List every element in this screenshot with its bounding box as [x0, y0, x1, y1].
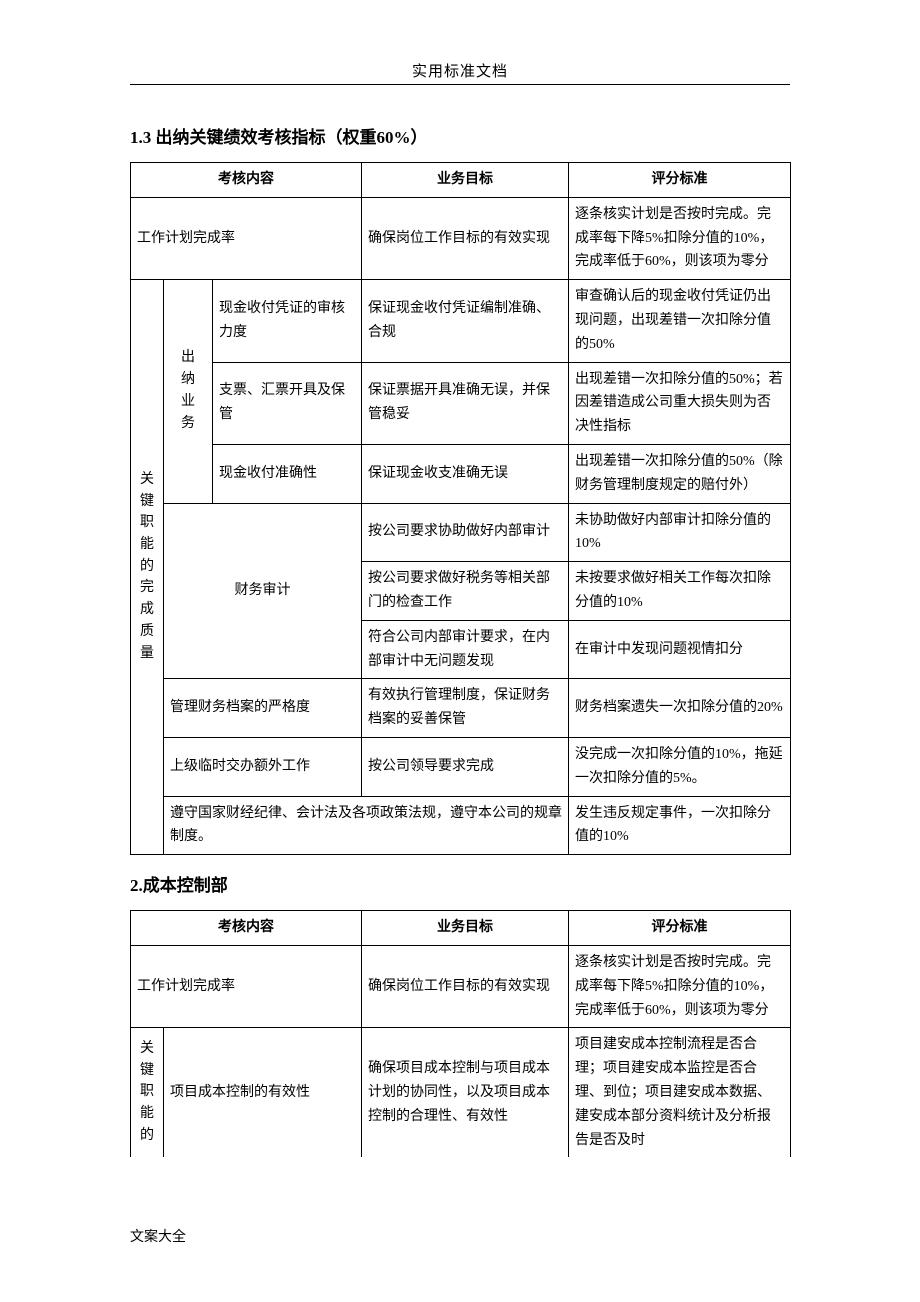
cell-content: 现金收付凭证的审核力度	[213, 280, 362, 362]
kpi-table-2: 考核内容 业务目标 评分标准 工作计划完成率 确保岗位工作目标的有效实现 逐条核…	[130, 910, 791, 1157]
cell-score: 逐条核实计划是否按时完成。完成率每下降5%扣除分值的10%，完成率低于60%，则…	[569, 197, 791, 279]
page-footer: 文案大全	[130, 1226, 186, 1246]
kpi-vertical-label-2: 关键职能的	[131, 1028, 164, 1157]
cell-target: 按公司要求做好税务等相关部门的检查工作	[362, 562, 569, 621]
cell-target: 保证现金收付凭证编制准确、合规	[362, 280, 569, 362]
cell-content: 工作计划完成率	[131, 197, 362, 279]
cell-content: 支票、汇票开具及保管	[213, 362, 362, 444]
cell-score: 没完成一次扣除分值的10%，拖延一次扣除分值的5%。	[569, 737, 791, 796]
cell-score: 出现差错一次扣除分值的50%；若因差错造成公司重大损失则为否决性指标	[569, 362, 791, 444]
col-header-score: 评分标准	[569, 911, 791, 946]
section-2-heading: 2.成本控制部	[130, 871, 790, 896]
cell-target: 确保岗位工作目标的有效实现	[362, 945, 569, 1027]
table-row: 工作计划完成率 确保岗位工作目标的有效实现 逐条核实计划是否按时完成。完成率每下…	[131, 945, 791, 1027]
cell-content: 管理财务档案的严格度	[164, 679, 362, 738]
cell-score: 出现差错一次扣除分值的50%（除财务管理制度规定的赔付外）	[569, 444, 791, 503]
table-row: 关键职能的 项目成本控制的有效性 确保项目成本控制与项目成本计划的协同性，以及项…	[131, 1028, 791, 1157]
col-header-score: 评分标准	[569, 163, 791, 198]
cell-content: 上级临时交办额外工作	[164, 737, 362, 796]
cell-target: 保证现金收支准确无误	[362, 444, 569, 503]
cell-target: 有效执行管理制度，保证财务档案的妥善保管	[362, 679, 569, 738]
cell-target: 按公司领导要求完成	[362, 737, 569, 796]
cell-score: 逐条核实计划是否按时完成。完成率每下降5%扣除分值的10%，完成率低于60%，则…	[569, 945, 791, 1027]
cell-score: 未按要求做好相关工作每次扣除分值的10%	[569, 562, 791, 621]
table-row: 关键职能的完成质量 出纳业务 现金收付凭证的审核力度 保证现金收付凭证编制准确、…	[131, 280, 791, 362]
cell-score: 项目建安成本控制流程是否合理；项目建安成本监控是否合理、到位；项目建安成本数据、…	[569, 1028, 791, 1157]
cell-target: 符合公司内部审计要求，在内部审计中无问题发现	[362, 620, 569, 679]
audit-label: 财务审计	[164, 503, 362, 679]
cell-score: 发生违反规定事件，一次扣除分值的10%	[569, 796, 791, 855]
col-header-content: 考核内容	[131, 911, 362, 946]
cell-score: 在审计中发现问题视情扣分	[569, 620, 791, 679]
table-row: 现金收付准确性 保证现金收支准确无误 出现差错一次扣除分值的50%（除财务管理制…	[131, 444, 791, 503]
cell-target: 确保岗位工作目标的有效实现	[362, 197, 569, 279]
cell-score: 未协助做好内部审计扣除分值的10%	[569, 503, 791, 562]
table-row: 考核内容 业务目标 评分标准	[131, 911, 791, 946]
cell-score: 审查确认后的现金收付凭证仍出现问题，出现差错一次扣除分值的50%	[569, 280, 791, 362]
cell-score: 财务档案遗失一次扣除分值的20%	[569, 679, 791, 738]
cell-target: 确保项目成本控制与项目成本计划的协同性，以及项目成本控制的合理性、有效性	[362, 1028, 569, 1157]
col-header-target: 业务目标	[362, 911, 569, 946]
cashier-vertical-label: 出纳业务	[164, 280, 213, 503]
kpi-vertical-label: 关键职能的完成质量	[131, 280, 164, 855]
table-row: 管理财务档案的严格度 有效执行管理制度，保证财务档案的妥善保管 财务档案遗失一次…	[131, 679, 791, 738]
kpi-table-1: 考核内容 业务目标 评分标准 工作计划完成率 确保岗位工作目标的有效实现 逐条核…	[130, 162, 791, 855]
col-header-target: 业务目标	[362, 163, 569, 198]
table-row: 上级临时交办额外工作 按公司领导要求完成 没完成一次扣除分值的10%，拖延一次扣…	[131, 737, 791, 796]
cell-content-target: 遵守国家财经纪律、会计法及各项政策法规，遵守本公司的规章制度。	[164, 796, 569, 855]
table-row: 考核内容 业务目标 评分标准	[131, 163, 791, 198]
table-row: 工作计划完成率 确保岗位工作目标的有效实现 逐条核实计划是否按时完成。完成率每下…	[131, 197, 791, 279]
cell-target: 按公司要求协助做好内部审计	[362, 503, 569, 562]
cell-target: 保证票据开具准确无误，并保管稳妥	[362, 362, 569, 444]
table-row: 财务审计 按公司要求协助做好内部审计 未协助做好内部审计扣除分值的10%	[131, 503, 791, 562]
cell-content: 现金收付准确性	[213, 444, 362, 503]
table-row: 遵守国家财经纪律、会计法及各项政策法规，遵守本公司的规章制度。 发生违反规定事件…	[131, 796, 791, 855]
col-header-content: 考核内容	[131, 163, 362, 198]
page-header-title: 实用标准文档	[130, 60, 790, 85]
spacer	[130, 855, 790, 871]
table-row: 支票、汇票开具及保管 保证票据开具准确无误，并保管稳妥 出现差错一次扣除分值的5…	[131, 362, 791, 444]
cell-content: 工作计划完成率	[131, 945, 362, 1027]
document-page: 实用标准文档 1.3 出纳关键绩效考核指标（权重60%） 考核内容 业务目标 评…	[0, 0, 920, 1302]
section-1-heading: 1.3 出纳关键绩效考核指标（权重60%）	[130, 123, 790, 148]
cell-content: 项目成本控制的有效性	[164, 1028, 362, 1157]
